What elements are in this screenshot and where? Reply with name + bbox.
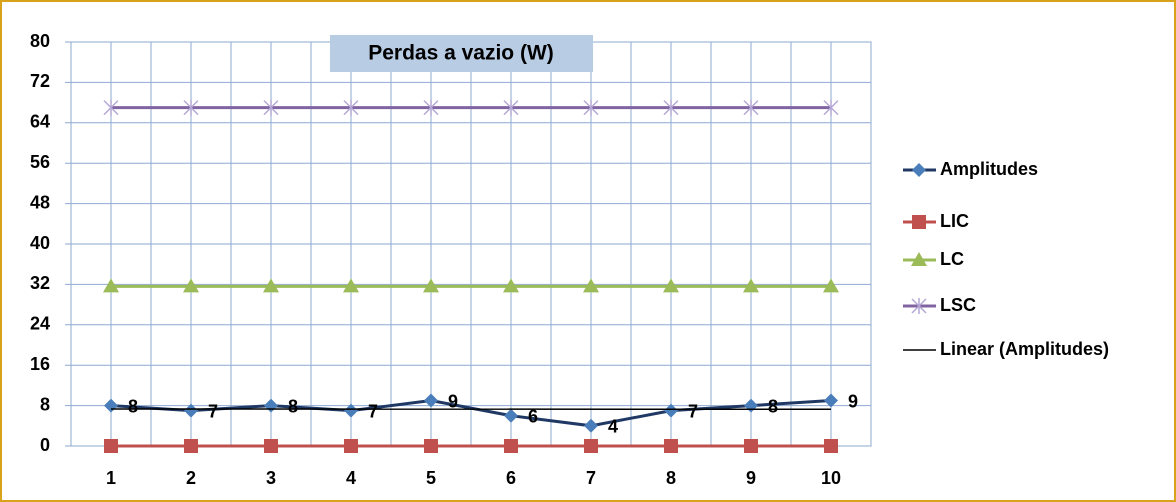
marker xyxy=(263,278,279,293)
y-tick-label: 8 xyxy=(40,394,50,414)
marker xyxy=(824,439,838,453)
marker xyxy=(183,278,199,293)
legend-entry: LSC xyxy=(903,295,976,315)
x-tick-label: 8 xyxy=(666,468,676,488)
marker xyxy=(343,278,359,293)
marker xyxy=(103,99,119,116)
legend-label: Amplitudes xyxy=(940,159,1038,179)
marker xyxy=(344,439,358,453)
legend-entry: Amplitudes xyxy=(903,159,1038,179)
y-tick-label: 64 xyxy=(30,112,50,132)
legend-label: LIC xyxy=(940,211,969,231)
marker xyxy=(664,439,678,453)
marker xyxy=(184,439,198,453)
data-label: 7 xyxy=(368,401,378,421)
marker xyxy=(263,99,279,116)
marker xyxy=(743,278,759,293)
y-tick-label: 48 xyxy=(30,192,50,212)
data-label: 7 xyxy=(208,401,218,421)
y-tick-label: 0 xyxy=(40,435,50,455)
marker xyxy=(343,99,359,116)
marker xyxy=(663,278,679,293)
marker xyxy=(912,215,926,229)
marker xyxy=(583,99,599,116)
y-tick-label: 32 xyxy=(30,273,50,293)
legend-entry: LIC xyxy=(903,211,969,231)
data-label: 8 xyxy=(768,396,778,416)
marker xyxy=(911,298,927,314)
title-box xyxy=(330,35,593,72)
marker xyxy=(583,278,599,293)
marker xyxy=(503,99,519,116)
data-label: 8 xyxy=(288,396,298,416)
y-tick-label: 80 xyxy=(30,31,50,51)
data-label: 8 xyxy=(128,396,138,416)
marker xyxy=(911,252,927,266)
legend-entry: Linear (Amplitudes) xyxy=(903,339,1109,359)
marker xyxy=(503,278,519,293)
x-tick-label: 5 xyxy=(426,468,436,488)
marker xyxy=(823,99,839,116)
legend-label: LC xyxy=(940,249,964,269)
marker xyxy=(424,439,438,453)
x-tick-label: 3 xyxy=(266,468,276,488)
chart-title: Perdas a vazio (W) xyxy=(368,42,554,65)
marker xyxy=(104,439,118,453)
data-label: 9 xyxy=(448,391,458,411)
series-line xyxy=(110,399,832,428)
marker xyxy=(823,278,839,293)
x-tick-label: 1 xyxy=(106,468,116,488)
marker xyxy=(264,439,278,453)
data-label: 4 xyxy=(608,417,618,437)
marks xyxy=(103,99,839,453)
y-tick-label: 56 xyxy=(30,152,50,172)
marker xyxy=(744,439,758,453)
marker xyxy=(504,439,518,453)
marker xyxy=(183,99,199,116)
marker xyxy=(423,99,439,116)
marker xyxy=(504,408,518,423)
marker xyxy=(424,393,438,408)
marker xyxy=(912,163,926,177)
marker xyxy=(344,403,358,418)
x-tick-label: 6 xyxy=(506,468,516,488)
legend-label: LSC xyxy=(940,295,976,315)
y-tick-label: 40 xyxy=(30,233,50,253)
x-tick-label: 10 xyxy=(821,468,841,488)
marker xyxy=(824,393,838,408)
marker xyxy=(423,278,439,293)
marker xyxy=(584,418,598,433)
x-tick-label: 4 xyxy=(346,468,356,488)
marker xyxy=(103,278,119,293)
marker xyxy=(584,439,598,453)
x-tick-label: 9 xyxy=(746,468,756,488)
x-tick-label: 2 xyxy=(186,468,196,488)
data-label: 7 xyxy=(688,401,698,421)
marker xyxy=(184,403,198,418)
x-tick-label: 7 xyxy=(586,468,596,488)
y-tick-label: 72 xyxy=(30,71,50,91)
legend-entry: LC xyxy=(903,249,964,269)
grid xyxy=(65,41,872,447)
data-label: 6 xyxy=(528,406,538,426)
marker xyxy=(664,403,678,418)
marker xyxy=(663,99,679,116)
marker xyxy=(743,99,759,116)
y-tick-label: 16 xyxy=(30,354,50,374)
data-label: 9 xyxy=(848,391,858,411)
legend-label: Linear (Amplitudes) xyxy=(940,339,1109,359)
y-tick-label: 24 xyxy=(30,314,50,334)
